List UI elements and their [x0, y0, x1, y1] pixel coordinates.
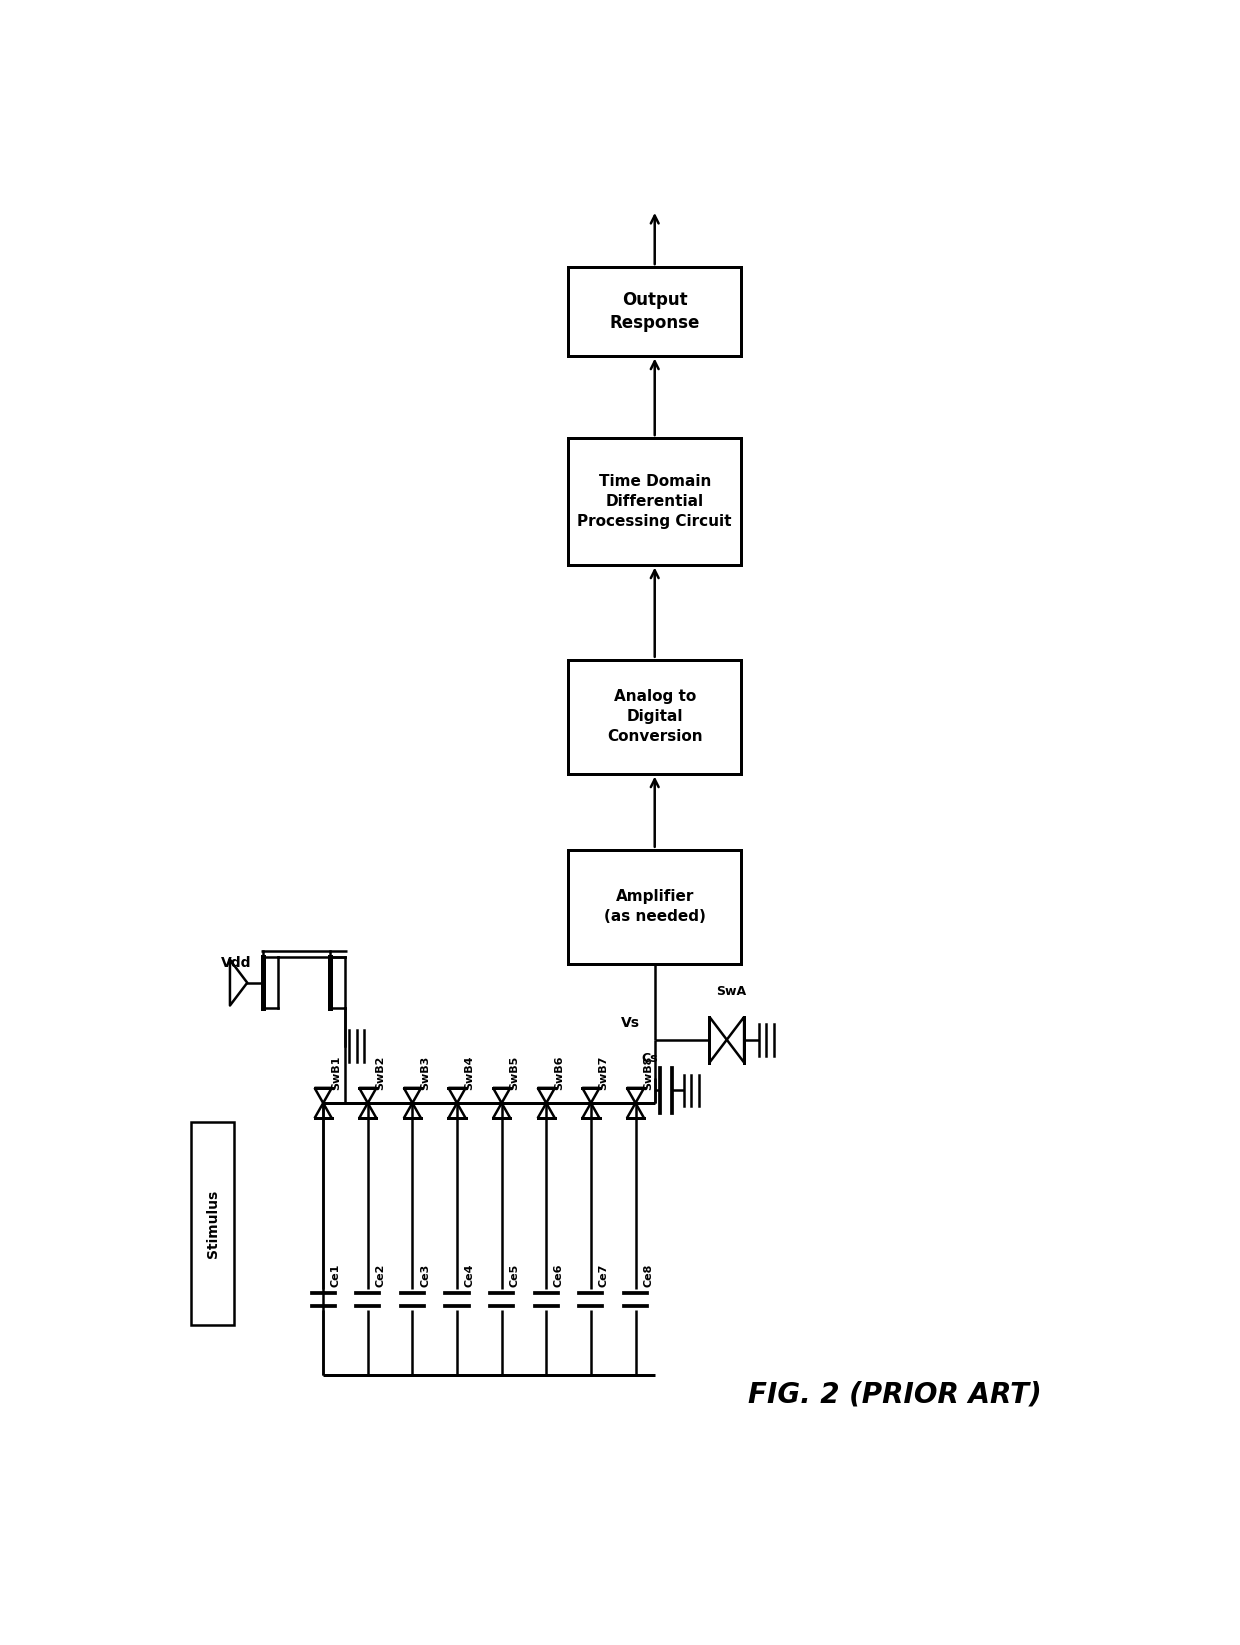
Bar [191, 1122, 234, 1324]
Text: Ce2: Ce2 [376, 1263, 386, 1286]
Text: Ce5: Ce5 [510, 1263, 520, 1286]
Text: SwB5: SwB5 [510, 1056, 520, 1091]
Text: SwB7: SwB7 [599, 1056, 609, 1091]
Text: Ce3: Ce3 [420, 1263, 430, 1286]
Bar [568, 660, 742, 773]
Text: Stimulus: Stimulus [206, 1189, 219, 1257]
Text: Vs: Vs [621, 1015, 640, 1030]
Text: Ce8: Ce8 [644, 1263, 653, 1286]
Text: Ce4: Ce4 [465, 1263, 475, 1286]
Text: Cs: Cs [641, 1053, 658, 1064]
Text: Ce1: Ce1 [331, 1263, 341, 1286]
Text: Time Domain
Differential
Processing Circuit: Time Domain Differential Processing Circ… [578, 474, 732, 528]
Text: SwB2: SwB2 [376, 1056, 386, 1091]
Text: FIG. 2 (PRIOR ART): FIG. 2 (PRIOR ART) [748, 1380, 1042, 1408]
Bar [568, 438, 742, 564]
Text: SwB3: SwB3 [420, 1056, 430, 1091]
Text: Ce7: Ce7 [599, 1263, 609, 1286]
Text: Output
Response: Output Response [610, 291, 699, 332]
Text: SwB1: SwB1 [331, 1056, 341, 1091]
Text: SwA: SwA [717, 985, 746, 999]
Text: Vdd: Vdd [222, 956, 252, 971]
Text: SwB6: SwB6 [554, 1056, 564, 1091]
Bar [568, 266, 742, 355]
Text: SwB4: SwB4 [465, 1056, 475, 1091]
Text: Ce6: Ce6 [554, 1263, 564, 1286]
Text: Analog to
Digital
Conversion: Analog to Digital Conversion [606, 689, 703, 744]
Text: Amplifier
(as needed): Amplifier (as needed) [604, 890, 706, 924]
Text: SwB8: SwB8 [644, 1056, 653, 1091]
Bar [568, 850, 742, 964]
